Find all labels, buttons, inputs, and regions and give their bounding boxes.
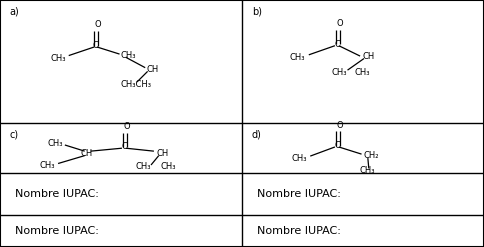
Text: C: C xyxy=(122,143,128,151)
Text: C: C xyxy=(335,40,341,49)
Text: CH₃: CH₃ xyxy=(161,162,176,171)
Text: Nombre IUPAC:: Nombre IUPAC: xyxy=(257,189,340,199)
Text: CH₃: CH₃ xyxy=(354,68,370,77)
Text: O: O xyxy=(337,19,344,28)
Text: C: C xyxy=(93,41,99,50)
Text: c): c) xyxy=(10,130,19,140)
Text: CH: CH xyxy=(363,52,375,61)
Text: a): a) xyxy=(10,6,19,16)
Text: Nombre IUPAC:: Nombre IUPAC: xyxy=(257,226,340,236)
Text: CH₃: CH₃ xyxy=(135,162,151,171)
Text: CH: CH xyxy=(146,65,159,74)
Text: Nombre IUPAC:: Nombre IUPAC: xyxy=(15,226,98,236)
Text: CH₂: CH₂ xyxy=(363,151,379,160)
Text: CH: CH xyxy=(156,149,169,158)
Text: C: C xyxy=(335,141,341,150)
Text: CH₃: CH₃ xyxy=(48,139,63,148)
Text: CH: CH xyxy=(81,149,93,158)
Text: CH₃: CH₃ xyxy=(331,68,347,77)
Text: b): b) xyxy=(252,6,262,16)
Text: CH₃: CH₃ xyxy=(40,161,55,170)
Text: CH₃: CH₃ xyxy=(121,51,136,60)
Text: CH₃: CH₃ xyxy=(290,53,305,62)
Text: CH₃: CH₃ xyxy=(50,54,66,62)
Text: O: O xyxy=(95,20,102,29)
Text: CH₃: CH₃ xyxy=(359,166,375,175)
Text: O: O xyxy=(337,121,344,130)
Text: Nombre IUPAC:: Nombre IUPAC: xyxy=(15,189,98,199)
Text: CH₃: CH₃ xyxy=(291,154,307,163)
Text: O: O xyxy=(124,122,131,131)
Text: d): d) xyxy=(252,130,261,140)
Text: CH₃CH₃: CH₃CH₃ xyxy=(120,80,151,89)
